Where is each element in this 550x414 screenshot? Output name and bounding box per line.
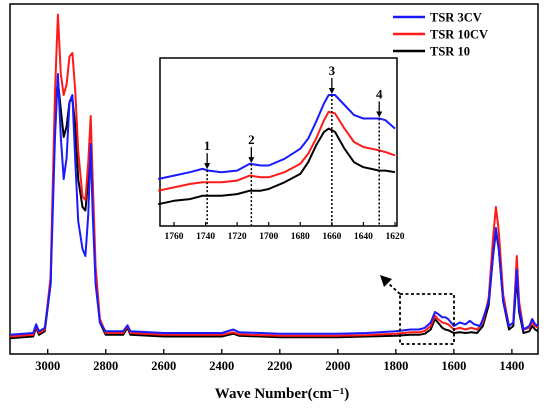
x-tick-label: 2800 xyxy=(93,359,118,373)
inset-x-tick-label: 1640 xyxy=(354,232,373,242)
zoom-region-arrow-head xyxy=(380,275,392,287)
main-series-group xyxy=(9,13,539,340)
inset-x-tick-label: 1740 xyxy=(196,232,215,242)
inset-x-tick-label: 1660 xyxy=(322,232,341,242)
inset-x-tick-label: 1680 xyxy=(291,232,310,242)
peak-label-1: 1 xyxy=(204,138,211,153)
peak-arrow-head-4 xyxy=(376,111,383,118)
x-tick-label: 1800 xyxy=(383,359,408,373)
inset-x-tick-label: 1700 xyxy=(259,232,278,242)
x-tick-label: 2000 xyxy=(325,359,350,373)
inset-x-tick-label: 1760 xyxy=(165,232,184,242)
legend-label-tsr-10: TSR 10 xyxy=(430,45,470,59)
inset-x-tick-label: 1720 xyxy=(228,232,247,242)
x-tick-label: 2400 xyxy=(209,359,234,373)
zoom-region-callout xyxy=(380,275,455,345)
peak-arrow-head-1 xyxy=(204,163,211,170)
main-plot: 3000 2800 2600 2400 2200 2000 1800 1600 1400 Wav… xyxy=(9,3,539,402)
x-tick-label: 2200 xyxy=(267,359,292,373)
zoom-region-arrow-line xyxy=(387,282,401,295)
peak-arrow-head-2 xyxy=(248,157,255,164)
peak-label-2: 2 xyxy=(248,132,255,147)
x-tick-label: 2600 xyxy=(151,359,176,373)
legend: TSR 3CV TSR 10CV TSR 10 xyxy=(393,11,488,59)
inset-x-axis: 1760 1740 1720 1700 1680 1660 1640 1620 xyxy=(165,222,405,242)
main-plot-frame xyxy=(9,3,539,355)
inset-plot: 1760 1740 1720 1700 1680 1660 1640 1620 1 2 3 4 xyxy=(157,57,405,242)
peak-label-4: 4 xyxy=(376,86,383,101)
main-series-tsr-10cv xyxy=(9,13,539,338)
inset-x-tick-label: 1620 xyxy=(386,232,405,242)
inset-peak-markers: 1 2 3 4 xyxy=(204,63,383,226)
main-series-tsr-3cv xyxy=(9,73,539,336)
legend-label-tsr-3cv: TSR 3CV xyxy=(430,11,482,25)
x-tick-label: 1400 xyxy=(499,359,524,373)
inset-plot-frame xyxy=(159,57,398,227)
x-tick-label: 3000 xyxy=(35,359,60,373)
main-x-axis: 3000 2800 2600 2400 2200 2000 1800 1600 1400 xyxy=(35,349,524,373)
x-tick-label: 1600 xyxy=(441,359,466,373)
legend-label-tsr-10cv: TSR 10CV xyxy=(430,28,488,42)
x-axis-title: Wave Number(cm⁻¹) xyxy=(215,386,349,402)
peak-arrow-head-3 xyxy=(328,87,335,94)
peak-label-3: 3 xyxy=(329,63,336,78)
zoom-region-box xyxy=(399,293,455,345)
